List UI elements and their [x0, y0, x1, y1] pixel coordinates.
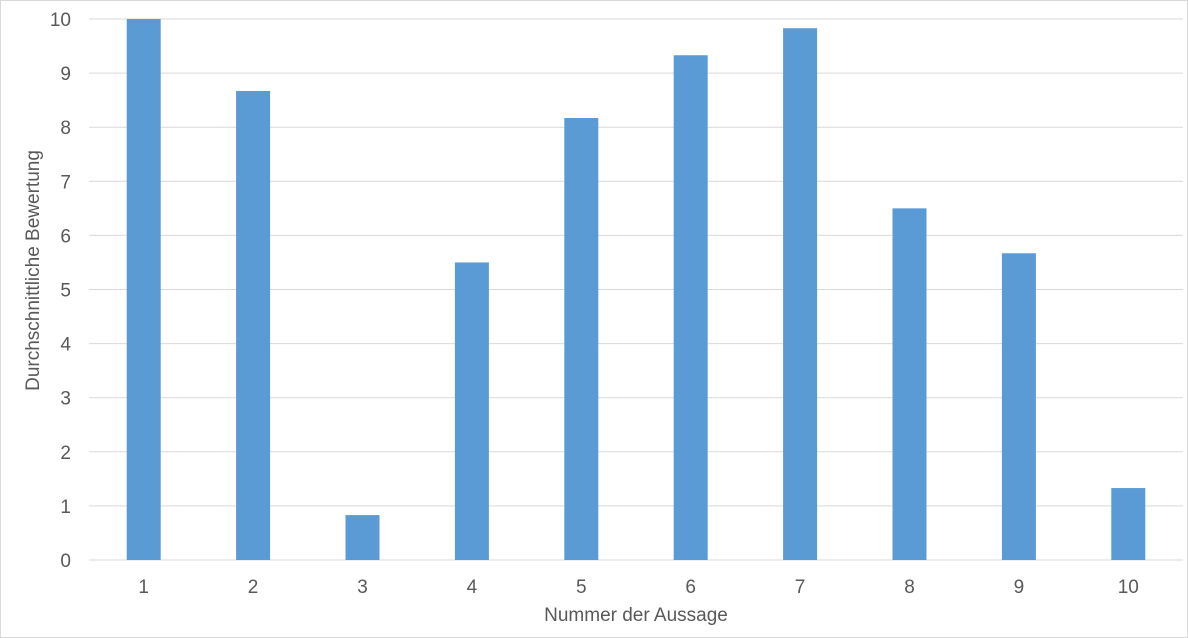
y-tick-labels: 0 1 2 3 4 5 6 7 8 9 10 [50, 10, 72, 572]
x-tick-label: 6 [685, 577, 696, 598]
bar-5 [564, 118, 599, 561]
bar-8 [892, 208, 927, 560]
y-tick-label: 10 [50, 10, 71, 31]
bar-6 [673, 55, 708, 560]
bar-2 [236, 90, 271, 560]
x-tick-label: 3 [357, 577, 368, 598]
bars [126, 19, 1146, 561]
x-axis-title: Nummer der Aussage [544, 605, 728, 626]
y-tick-label: 7 [60, 172, 71, 193]
x-tick-label: 5 [576, 577, 587, 598]
bar-1 [126, 19, 161, 560]
x-tick-label: 10 [1118, 577, 1139, 598]
x-tick-label: 8 [904, 577, 915, 598]
x-tick-label: 4 [467, 577, 478, 598]
x-tick-labels: 1 2 3 4 5 6 7 8 9 10 [138, 577, 1138, 598]
y-tick-label: 3 [60, 389, 71, 410]
y-tick-label: 1 [60, 497, 71, 518]
bar-7 [783, 28, 818, 560]
bar-4 [454, 262, 489, 560]
x-tick-label: 1 [138, 577, 149, 598]
x-tick-label: 2 [248, 577, 259, 598]
y-tick-label: 0 [60, 551, 71, 572]
x-tick-label: 9 [1014, 577, 1025, 598]
y-axis-title: Durchschnittliche Bewertung [23, 150, 44, 391]
x-tick-label: 7 [795, 577, 806, 598]
y-tick-label: 2 [60, 443, 71, 464]
gridlines [89, 18, 1183, 561]
bar-3 [345, 515, 380, 560]
y-tick-label: 4 [60, 335, 71, 356]
y-tick-label: 6 [60, 226, 71, 247]
y-tick-label: 8 [60, 118, 71, 139]
bar-10 [1111, 488, 1146, 560]
y-tick-label: 5 [60, 281, 71, 302]
bar-9 [1001, 253, 1036, 561]
y-tick-label: 9 [60, 64, 71, 85]
